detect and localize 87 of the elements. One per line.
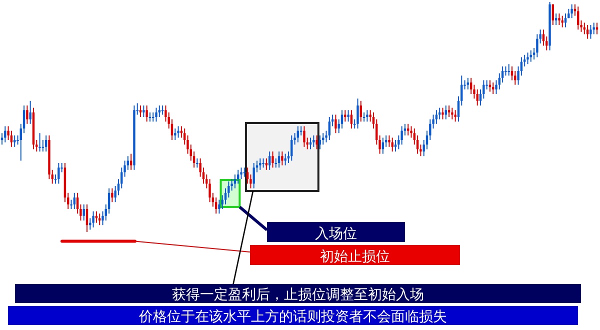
- candlestick: [590, 24, 592, 40]
- candlestick: [142, 105, 145, 118]
- candlestick: [316, 134, 318, 150]
- text: 初始止损位: [320, 249, 390, 265]
- candlestick: [391, 137, 394, 152]
- candlestick: [38, 132, 41, 152]
- candlestick: [486, 80, 488, 90]
- candlestick: [564, 13, 567, 28]
- candlestick: [237, 169, 240, 184]
- candlestick: [146, 105, 148, 122]
- candlestick: [111, 188, 114, 203]
- candlestick: [407, 123, 410, 136]
- candlestick: [444, 105, 447, 120]
- candlestick: [177, 126, 180, 138]
- candlestick: [26, 105, 28, 124]
- candlestick: [476, 88, 478, 106]
- candlestick: [29, 100, 32, 124]
- candlestick: [334, 114, 337, 134]
- candlestick: [158, 105, 161, 118]
- candlestick: [350, 110, 353, 129]
- candlestick: [312, 134, 315, 148]
- candlestick: [388, 134, 390, 148]
- candlestick: [265, 158, 268, 170]
- candlestick: [92, 210, 94, 228]
- candlestick: [510, 66, 514, 81]
- candlestick: [526, 52, 529, 65]
- candlestick: [278, 151, 280, 168]
- candlestick: [554, 13, 558, 26]
- candlestick: [570, 4, 573, 19]
- text: 获得一定盈利后，止损位调整至初始入场: [172, 287, 424, 303]
- candlestick: [318, 134, 322, 150]
- candlestick: [218, 199, 220, 214]
- candlestick: [281, 151, 284, 166]
- candlestick: [514, 70, 516, 86]
- candlestick: [552, 4, 554, 26]
- candlestick: [130, 153, 132, 170]
- candlestick: [466, 77, 470, 90]
- candlestick: [451, 107, 454, 120]
- candlestick: [328, 116, 331, 140]
- candlestick: [400, 126, 403, 146]
- candlestick: [435, 110, 438, 124]
- candlestick: [139, 105, 142, 118]
- candlestick: [262, 158, 264, 168]
- candlestick: [356, 98, 359, 129]
- candlestick: [454, 110, 456, 122]
- candlestick: [542, 29, 545, 46]
- candlestick: [196, 158, 198, 168]
- candlestick: [98, 213, 101, 226]
- candlestick: [448, 105, 450, 118]
- candlestick: [246, 167, 249, 184]
- candlestick: [340, 110, 344, 129]
- candlestick: [10, 130, 13, 148]
- candlestick: [86, 204, 88, 232]
- text: 价格位于在该水平上方的话则投资者不会面临损失: [138, 309, 447, 325]
- candlestick: [272, 151, 274, 168]
- candlestick: [322, 132, 324, 146]
- candlestick: [234, 174, 236, 189]
- candlestick: [44, 134, 48, 152]
- candlestick: [504, 66, 507, 76]
- candlestick: [58, 162, 60, 184]
- candlestick: [290, 134, 293, 162]
- candlestick: [536, 34, 538, 58]
- candlestick: [214, 197, 218, 214]
- candlestick: [470, 77, 472, 94]
- candlestick: [577, 6, 580, 30]
- candlestick: [303, 126, 306, 148]
- candlestick: [442, 107, 444, 120]
- candlestick: [394, 140, 397, 152]
- candlestick: [344, 110, 346, 122]
- candlestick: [174, 128, 176, 140]
- candlestick: [558, 13, 560, 26]
- candlestick: [284, 153, 286, 166]
- candlestick: [347, 110, 350, 122]
- candlestick: [259, 158, 262, 170]
- candlestick: [252, 162, 255, 189]
- annotation: 入场位: [315, 226, 357, 242]
- candlestick: [82, 204, 85, 221]
- candlestick: [268, 151, 271, 170]
- candlestick: [73, 192, 76, 210]
- candlestick: [492, 82, 494, 94]
- candlestick: [13, 134, 16, 148]
- candlestick: [240, 167, 242, 180]
- candlestick: [586, 24, 589, 40]
- candlestick: [155, 107, 158, 122]
- candlestick: [208, 178, 211, 203]
- candlestick: [366, 110, 368, 122]
- candlestick: [360, 100, 362, 122]
